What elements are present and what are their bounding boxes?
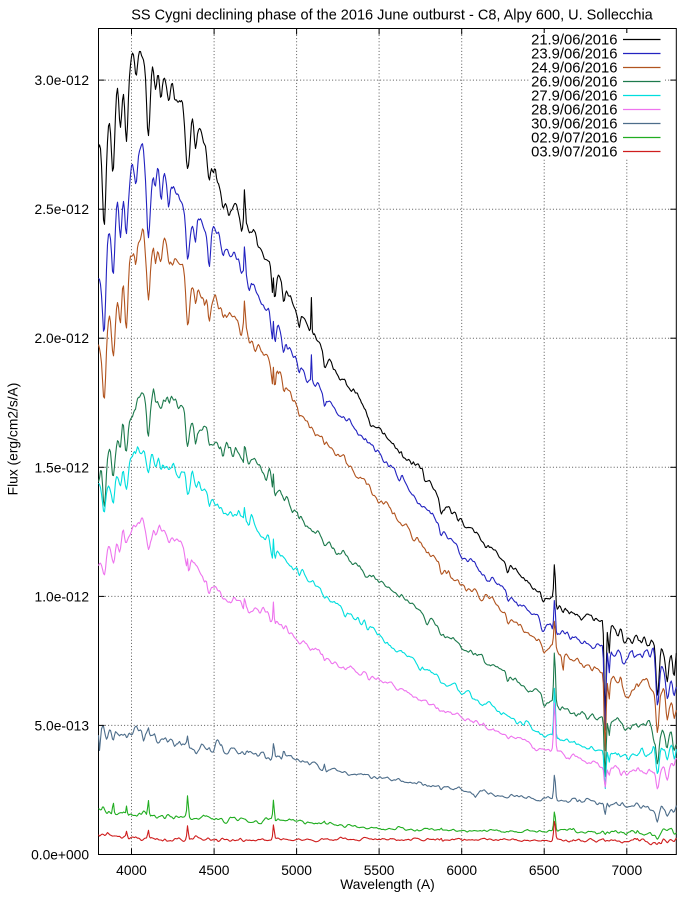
svg-text:Wavelength (A): Wavelength (A) <box>340 877 435 892</box>
svg-text:02.9/07/2016: 02.9/07/2016 <box>531 130 617 146</box>
svg-text:3.0e-012: 3.0e-012 <box>35 73 89 88</box>
svg-text:6500: 6500 <box>529 863 560 878</box>
svg-text:2.0e-012: 2.0e-012 <box>35 331 89 346</box>
svg-text:30.9/06/2016: 30.9/06/2016 <box>531 116 617 132</box>
svg-text:1.5e-012: 1.5e-012 <box>35 460 89 475</box>
svg-text:27.9/06/2016: 27.9/06/2016 <box>531 88 617 104</box>
svg-text:4000: 4000 <box>116 863 147 878</box>
svg-text:23.9/06/2016: 23.9/06/2016 <box>531 46 617 62</box>
svg-text:4500: 4500 <box>199 863 230 878</box>
svg-text:1.0e-012: 1.0e-012 <box>35 589 89 604</box>
svg-text:0.0e+000: 0.0e+000 <box>31 848 89 863</box>
svg-text:03.9/07/2016: 03.9/07/2016 <box>531 144 617 160</box>
svg-text:21.9/06/2016: 21.9/06/2016 <box>531 32 617 48</box>
svg-text:7000: 7000 <box>611 863 642 878</box>
svg-text:2.5e-012: 2.5e-012 <box>35 202 89 217</box>
svg-text:28.9/06/2016: 28.9/06/2016 <box>531 102 617 118</box>
svg-text:5500: 5500 <box>364 863 395 878</box>
svg-text:26.9/06/2016: 26.9/06/2016 <box>531 74 617 90</box>
svg-text:5000: 5000 <box>281 863 312 878</box>
svg-text:5.0e-013: 5.0e-013 <box>35 718 90 733</box>
svg-text:SS Cygni declining phase of th: SS Cygni declining phase of the 2016 Jun… <box>131 8 653 24</box>
svg-text:24.9/06/2016: 24.9/06/2016 <box>531 60 617 76</box>
svg-text:Flux (erg/cm2/s/A): Flux (erg/cm2/s/A) <box>6 383 21 496</box>
svg-text:6000: 6000 <box>446 863 477 878</box>
